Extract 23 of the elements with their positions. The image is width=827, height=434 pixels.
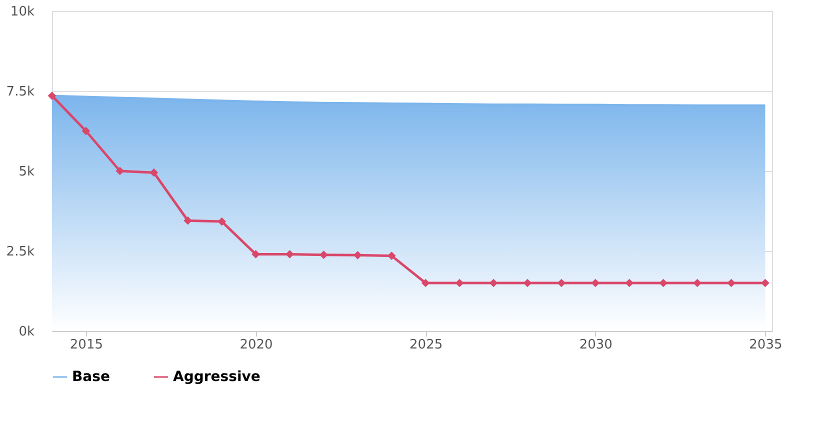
x-tick-label: 2015: [70, 338, 104, 352]
point: [48, 92, 56, 100]
legend-label: Base: [72, 369, 110, 385]
point: [218, 217, 226, 226]
point: [761, 278, 770, 288]
x-tick-label: 2035: [749, 338, 782, 352]
point: [252, 250, 260, 258]
point: [82, 126, 90, 136]
point: [693, 278, 702, 288]
point: [421, 278, 430, 288]
y-tick-label: 0k: [18, 324, 35, 340]
x-tick-label: 2020: [240, 338, 273, 352]
y-tick-label: 10k: [10, 4, 35, 20]
legend-label: Aggressive: [173, 369, 260, 385]
point: [286, 250, 294, 258]
point: [150, 168, 158, 177]
point: [320, 250, 328, 260]
x-tick-label: 2030: [579, 338, 612, 352]
point: [727, 278, 736, 288]
y-tick-label: 2.5k: [6, 244, 35, 260]
x-tick-label: 2025: [410, 338, 443, 352]
y-tick-label: 5k: [18, 164, 35, 180]
y-tick-label: 7.5k: [6, 84, 35, 100]
